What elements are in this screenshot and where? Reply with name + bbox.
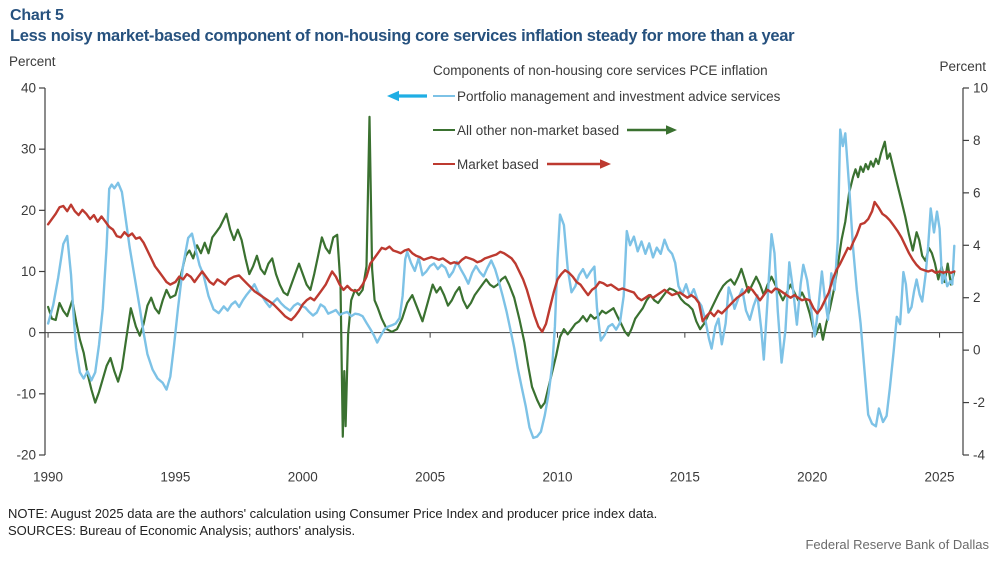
right-axis-tick-label: 10 bbox=[973, 81, 988, 96]
legend-title: Components of non-housing core services … bbox=[433, 63, 768, 78]
legend-line-sample-nonmarket bbox=[433, 128, 455, 132]
branding-text: Federal Reserve Bank of Dallas bbox=[805, 537, 989, 552]
legend-item-market: Market based bbox=[387, 147, 780, 181]
page-title: Less noisy market-based component of non… bbox=[10, 27, 795, 45]
right-arrow-icon-green bbox=[627, 125, 678, 135]
right-axis-tick-label: -4 bbox=[973, 448, 985, 463]
right-arrow-icon-red bbox=[546, 159, 611, 169]
left-axis-tick-label: 20 bbox=[21, 203, 36, 218]
note-text: NOTE: August 2025 data are the authors' … bbox=[8, 506, 658, 521]
x-axis-tick-label: 1995 bbox=[160, 470, 190, 485]
legend-item-nonmarket: All other non-market based bbox=[387, 113, 780, 147]
legend-label-nonmarket: All other non-market based bbox=[457, 122, 620, 138]
series-line-portfolio bbox=[46, 128, 956, 440]
left-axis-tick-label: -20 bbox=[16, 448, 36, 463]
legend-label-market: Market based bbox=[457, 156, 539, 172]
legend-item-portfolio: Portfolio management and investment advi… bbox=[387, 79, 780, 113]
right-axis-tick-label: 4 bbox=[973, 238, 981, 253]
legend-line-sample-market bbox=[433, 162, 455, 166]
x-axis-tick-label: 2010 bbox=[542, 470, 572, 485]
left-axis-tick-label: 40 bbox=[21, 81, 36, 96]
left-axis-tick-label: 30 bbox=[21, 142, 36, 157]
left-axis-tick-label: 0 bbox=[28, 325, 36, 340]
x-axis-tick-label: 2000 bbox=[288, 470, 318, 485]
sources-text: SOURCES: Bureau of Economic Analysis; au… bbox=[8, 523, 356, 538]
right-axis-tick-label: 0 bbox=[973, 343, 981, 358]
right-axis-tick-label: -2 bbox=[973, 395, 985, 410]
series-line-market bbox=[46, 200, 956, 333]
x-axis-tick-label: 2020 bbox=[797, 470, 827, 485]
right-axis-tick-label: 8 bbox=[973, 133, 981, 148]
chart-number-label: Chart 5 bbox=[10, 7, 64, 24]
left-axis-unit-label: Percent bbox=[9, 54, 56, 69]
series-line-nonmarket bbox=[46, 115, 956, 438]
right-axis-tick-label: 2 bbox=[973, 290, 981, 305]
right-axis-unit-label: Percent bbox=[939, 59, 986, 74]
footnotes: NOTE: August 2025 data are the authors' … bbox=[8, 505, 657, 539]
legend-label-portfolio: Portfolio management and investment advi… bbox=[457, 88, 781, 104]
right-axis-tick-label: 6 bbox=[973, 185, 981, 200]
left-axis-tick-label: -10 bbox=[16, 386, 36, 401]
x-axis-tick-label: 2015 bbox=[670, 470, 700, 485]
legend-line-sample-portfolio bbox=[433, 94, 455, 98]
x-axis-tick-label: 2005 bbox=[415, 470, 445, 485]
legend: Portfolio management and investment advi… bbox=[387, 79, 780, 181]
x-axis-tick-label: 2025 bbox=[925, 470, 955, 485]
left-axis-tick-label: 10 bbox=[21, 264, 36, 279]
left-arrow-icon bbox=[387, 90, 427, 102]
x-axis-tick-label: 1990 bbox=[33, 470, 63, 485]
